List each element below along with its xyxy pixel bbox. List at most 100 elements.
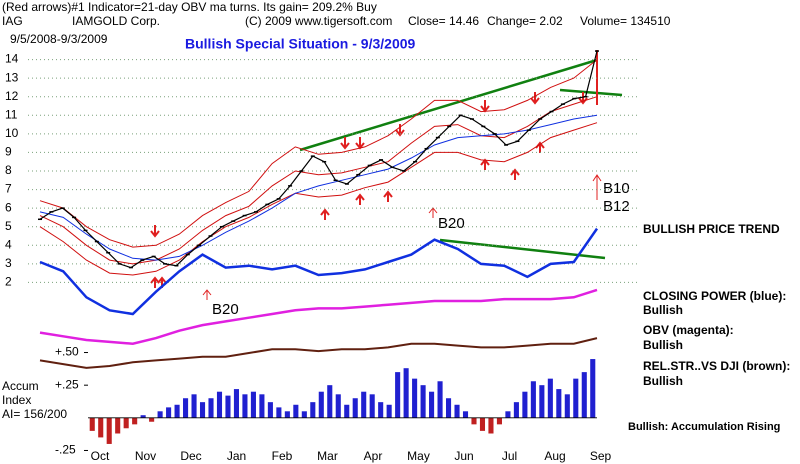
accum-bar [429, 391, 435, 418]
accum-bar [573, 378, 579, 418]
x-tick-label: Nov [135, 449, 156, 463]
accum-bar [564, 394, 570, 418]
y-tick-label: 14 [5, 52, 19, 66]
accum-tick-label: +.25 [55, 377, 79, 391]
indicator-line [39, 114, 598, 261]
accum-bar [242, 394, 248, 418]
signal-arrows [150, 92, 602, 300]
accum-bar [149, 417, 155, 422]
accum-bar [183, 398, 189, 418]
accum-label: AI= 156/200 [2, 407, 67, 421]
accum-bar [522, 391, 528, 418]
accum-bar [327, 385, 333, 418]
x-tick-label: Dec [180, 449, 201, 463]
y-tick-label: 8 [5, 163, 12, 177]
accum-bar [420, 385, 426, 418]
annotation: CLOSING POWER (blue): [643, 289, 786, 303]
accum-bar [361, 391, 367, 418]
accum-bar [98, 417, 104, 438]
accum-tick-label: +.50 [55, 345, 79, 359]
signal-label: B20 [438, 215, 465, 232]
close: Close= 14.46 [408, 14, 479, 28]
accum-bar [454, 404, 460, 418]
volume: Volume= 134510 [580, 14, 671, 28]
annotation: Bullish [643, 374, 683, 388]
accum-bar [293, 404, 299, 418]
accum-bar [208, 398, 214, 418]
accum-bar [386, 404, 392, 418]
arrow [150, 225, 160, 238]
accum-bar [318, 391, 324, 418]
accum-bar [276, 407, 282, 418]
signal-label: B10 [603, 180, 630, 197]
x-tick-label: Apr [364, 449, 383, 463]
accum-bar [488, 417, 494, 434]
indicator-line [39, 96, 598, 265]
accum-bar [445, 398, 452, 418]
annotation: Bullish [643, 303, 683, 317]
accum-bar [547, 378, 553, 418]
annotation: REL.STR..VS DJI (brown): [643, 359, 790, 373]
accum-bar [403, 368, 409, 418]
accum-bar [191, 394, 197, 418]
x-tick-label: Jan [227, 449, 246, 463]
accum-bar [352, 398, 358, 418]
chart-title: Bullish Special Situation - 9/3/2009 [185, 36, 416, 52]
accum-bar [301, 411, 307, 418]
x-tick-label: Jul [502, 449, 517, 463]
signal-label: B20 [212, 301, 239, 318]
header: (Red arrows)#1 Indicator=21-day OBV ma t… [2, 0, 671, 52]
y-tick-label: 9 [5, 145, 12, 159]
indicator-line [39, 59, 598, 248]
y-tick-label: 5 [5, 219, 12, 233]
accum-bar [250, 391, 256, 418]
y-tick-label: 11 [5, 107, 18, 121]
accum-bar [174, 404, 180, 418]
accum-bar [259, 394, 265, 418]
y-tick-label: 10 [5, 126, 19, 140]
accum-bar [115, 417, 121, 434]
accum-bar [310, 402, 316, 418]
accum-bar [378, 402, 384, 418]
accum-bar [199, 402, 206, 418]
arrow [150, 276, 167, 288]
x-tick-label: Jun [454, 449, 473, 463]
y-tick-label: 3 [5, 256, 12, 270]
y-tick-label: 12 [5, 89, 19, 103]
arrow [480, 92, 588, 113]
accum-bar [106, 417, 112, 444]
accum-bar [412, 378, 418, 418]
annotation: Bullish [643, 338, 683, 352]
annotation: OBV (magenta): [643, 323, 734, 337]
indicator-line [39, 122, 598, 276]
indicator-line [39, 288, 598, 345]
accum-bar [233, 389, 240, 418]
accum-bar [166, 407, 172, 418]
accum-bar [216, 391, 223, 418]
accum-bar [140, 415, 146, 418]
symbol: IAG [2, 14, 23, 28]
arrow [202, 289, 212, 300]
accum-bar [539, 385, 545, 418]
x-tick-label: Oct [91, 449, 110, 463]
accum-bar [462, 411, 469, 418]
x-tick-label: May [407, 449, 430, 463]
accum-bar [437, 381, 443, 418]
accum-tick-label: -.25 [55, 443, 76, 457]
annotation: BULLISH PRICE TREND [643, 222, 780, 236]
accum-bar [556, 389, 562, 418]
trendline [299, 58, 598, 152]
accum-bar [530, 381, 536, 418]
y-tick-label: 2 [5, 275, 12, 289]
accum-bar [505, 411, 511, 418]
accum-bar [590, 359, 596, 418]
accum-bar [581, 372, 587, 418]
indicator-line [39, 227, 599, 316]
accum-bar [335, 394, 341, 418]
accum-bar [395, 372, 401, 418]
indicator-line: (Red arrows)#1 Indicator=21-day OBV ma t… [2, 0, 377, 14]
trendline [439, 238, 606, 260]
arrow [428, 207, 438, 218]
x-tick-label: Feb [272, 449, 293, 463]
trendline [559, 88, 623, 97]
